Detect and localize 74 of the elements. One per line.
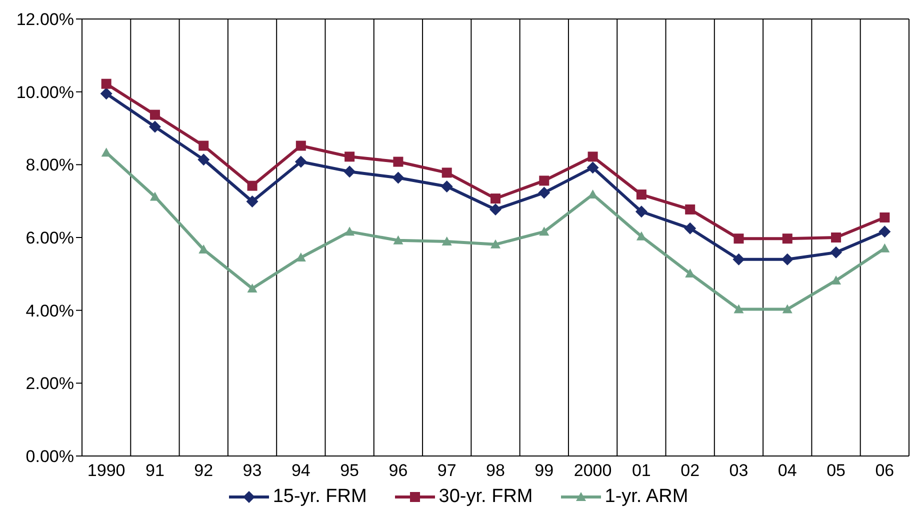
point xyxy=(442,168,452,178)
point xyxy=(490,194,500,204)
point xyxy=(685,204,696,214)
point xyxy=(100,88,112,100)
point xyxy=(880,212,890,222)
point xyxy=(148,120,161,133)
point xyxy=(734,234,744,244)
point xyxy=(344,226,355,236)
point xyxy=(880,243,890,252)
point xyxy=(393,156,404,167)
x-tick-label: 92 xyxy=(194,461,214,480)
y-tick-label: 8.00% xyxy=(26,156,74,175)
point xyxy=(635,206,648,218)
legend-label: 15-yr. FRM xyxy=(272,486,367,508)
x-tick-label: 03 xyxy=(729,461,748,480)
point xyxy=(588,152,598,162)
x-tick-label: 06 xyxy=(875,461,894,480)
point xyxy=(440,180,453,193)
point xyxy=(734,304,744,314)
point xyxy=(782,234,792,244)
x-tick-label: 93 xyxy=(242,461,262,480)
x-tick-label: 91 xyxy=(146,461,164,480)
point xyxy=(490,239,500,248)
point xyxy=(246,195,258,208)
point xyxy=(393,235,404,244)
point xyxy=(782,304,792,314)
y-tick-label: 6.00% xyxy=(26,228,74,248)
x-tick-label: 01 xyxy=(632,461,651,480)
y-tick-label: 4.00% xyxy=(26,301,74,320)
point xyxy=(198,154,210,166)
x-tick-label: 95 xyxy=(340,461,360,480)
x-tick-label: 2000 xyxy=(574,461,612,480)
point xyxy=(198,140,209,151)
point xyxy=(539,176,550,186)
point xyxy=(878,226,891,238)
point xyxy=(830,246,842,258)
point xyxy=(150,192,160,201)
point xyxy=(732,253,745,266)
point xyxy=(539,226,550,236)
point xyxy=(538,186,550,199)
point xyxy=(247,180,258,191)
point xyxy=(636,190,646,200)
x-tick-label: 98 xyxy=(486,461,505,480)
x-tick-label: 94 xyxy=(291,461,310,480)
point xyxy=(684,222,696,234)
point xyxy=(101,148,112,157)
legend-label: 1-yr. ARM xyxy=(604,486,688,508)
point xyxy=(831,275,842,284)
x-tick-label: 1990 xyxy=(87,461,126,480)
x-tick-label: 05 xyxy=(826,461,846,480)
point xyxy=(101,78,112,89)
point xyxy=(636,231,646,240)
point xyxy=(150,110,160,120)
y-tick-label: 12.00% xyxy=(16,10,74,30)
point xyxy=(781,253,794,266)
x-tick-label: 99 xyxy=(534,461,554,480)
y-tick-label: 10.00% xyxy=(16,82,74,102)
point xyxy=(344,152,355,162)
legend-label: 30-yr. FRM xyxy=(438,486,533,508)
x-tick-label: 04 xyxy=(778,461,797,480)
point xyxy=(392,172,404,184)
x-tick-label: 97 xyxy=(437,461,456,480)
x-tick-label: 02 xyxy=(680,461,700,480)
y-tick-label: 0.00% xyxy=(26,447,74,466)
point xyxy=(490,203,502,216)
point xyxy=(831,232,842,242)
point xyxy=(247,283,258,292)
point xyxy=(344,166,356,178)
point xyxy=(294,156,307,168)
point xyxy=(442,236,452,246)
point xyxy=(586,162,599,174)
x-tick-label: 96 xyxy=(388,461,408,480)
point xyxy=(296,140,306,151)
y-tick-label: 2.00% xyxy=(26,374,74,394)
